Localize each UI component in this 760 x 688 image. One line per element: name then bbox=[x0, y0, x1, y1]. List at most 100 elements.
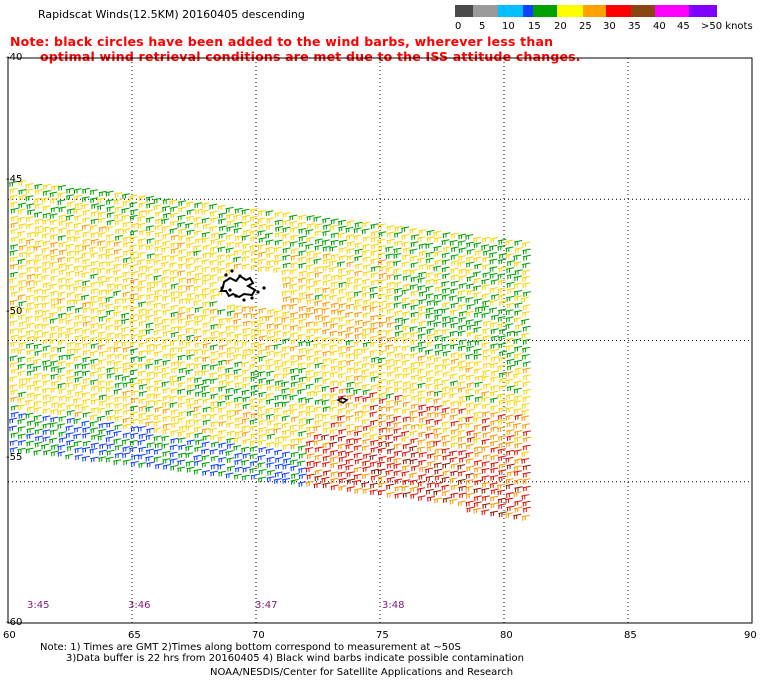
wind-barb bbox=[362, 355, 371, 362]
wind-barb bbox=[153, 204, 162, 211]
wind-barb bbox=[98, 428, 107, 435]
wind-barb bbox=[57, 361, 66, 367]
wind-barb bbox=[8, 425, 18, 432]
wind-barb bbox=[81, 285, 90, 292]
wind-barb bbox=[505, 378, 514, 385]
wind-barb bbox=[50, 297, 59, 304]
wind-barb bbox=[490, 385, 499, 391]
wind-barb bbox=[217, 373, 226, 380]
wind-barb bbox=[186, 201, 195, 208]
wind-barb bbox=[306, 473, 315, 480]
wind-barb bbox=[265, 315, 274, 322]
wind-barb bbox=[401, 345, 410, 352]
wind-barb bbox=[34, 183, 43, 190]
wind-barb bbox=[170, 296, 180, 303]
wind-barb bbox=[354, 319, 364, 326]
wind-barb bbox=[114, 192, 123, 198]
wind-barb bbox=[250, 376, 259, 382]
wind-barb bbox=[346, 381, 355, 388]
wind-barb bbox=[249, 363, 258, 369]
wind-barb bbox=[265, 379, 275, 385]
wind-barb bbox=[26, 273, 35, 280]
wind-barb bbox=[362, 243, 371, 250]
wind-barb bbox=[90, 393, 99, 399]
wind-barb bbox=[66, 348, 75, 355]
wind-barb bbox=[489, 440, 498, 447]
wind-barb bbox=[330, 477, 339, 484]
wind-barb bbox=[505, 246, 514, 253]
wind-barb bbox=[241, 389, 250, 396]
wind-barb bbox=[330, 471, 339, 477]
wind-barb bbox=[185, 341, 194, 347]
wind-barb bbox=[98, 289, 107, 295]
wind-barb bbox=[377, 363, 387, 370]
wind-barb bbox=[154, 245, 163, 252]
wind-barb bbox=[338, 485, 347, 491]
wind-barb bbox=[426, 236, 435, 243]
wind-barb bbox=[34, 435, 43, 442]
wind-barb bbox=[178, 200, 187, 207]
wind-barb bbox=[218, 429, 227, 436]
wind-barb bbox=[393, 387, 402, 393]
wind-barb bbox=[49, 409, 59, 415]
wind-barb bbox=[241, 208, 250, 215]
wind-barb bbox=[322, 230, 331, 237]
wind-barb bbox=[273, 330, 282, 337]
wind-barb bbox=[337, 407, 346, 414]
wind-barb bbox=[353, 361, 362, 367]
wind-barb bbox=[313, 425, 322, 432]
wind-barb bbox=[273, 246, 282, 253]
wind-barb bbox=[345, 291, 354, 297]
wind-barb bbox=[66, 389, 76, 396]
wind-barb bbox=[393, 247, 402, 254]
wind-barb bbox=[433, 293, 442, 300]
wind-barb bbox=[113, 459, 122, 466]
wind-barb bbox=[161, 218, 170, 225]
wind-barb bbox=[345, 451, 354, 457]
wind-barb bbox=[17, 258, 26, 265]
wind-barb bbox=[513, 359, 523, 366]
wind-barb bbox=[313, 433, 322, 440]
wind-barb bbox=[202, 398, 211, 405]
wind-barb bbox=[369, 286, 378, 293]
wind-barb bbox=[145, 448, 154, 455]
wind-barb bbox=[73, 418, 82, 425]
wind-barb bbox=[385, 469, 394, 476]
wind-barb bbox=[354, 416, 363, 423]
wind-barb bbox=[210, 455, 219, 462]
wind-barb bbox=[314, 266, 323, 273]
wind-barb bbox=[25, 412, 34, 419]
wind-barb bbox=[322, 448, 331, 454]
scale-label-25: 25 bbox=[579, 21, 592, 32]
wind-barb bbox=[321, 399, 330, 406]
wind-barb bbox=[202, 419, 211, 426]
wind-barb bbox=[129, 363, 138, 369]
wind-barb bbox=[402, 401, 411, 408]
wind-barb bbox=[514, 414, 523, 420]
wind-barb bbox=[42, 184, 51, 190]
wind-barb bbox=[498, 266, 507, 273]
wind-barb bbox=[113, 248, 122, 255]
wind-barb bbox=[473, 348, 482, 355]
wind-barb bbox=[162, 423, 171, 429]
wind-barb bbox=[313, 482, 322, 489]
wind-barb bbox=[425, 432, 434, 439]
wind-barb bbox=[441, 259, 450, 265]
wind-barb bbox=[242, 320, 251, 327]
wind-barb bbox=[473, 361, 482, 367]
wind-barb bbox=[514, 324, 524, 330]
wind-barb bbox=[465, 492, 474, 499]
wind-barb bbox=[449, 392, 458, 399]
wind-barb bbox=[74, 411, 83, 418]
wind-barb bbox=[466, 275, 475, 282]
wind-barb bbox=[154, 322, 163, 329]
wind-barb bbox=[282, 212, 291, 218]
wind-barb bbox=[257, 322, 266, 328]
wind-barb bbox=[34, 329, 43, 336]
wind-barb bbox=[465, 367, 474, 373]
wind-barb bbox=[313, 390, 322, 397]
wind-barb bbox=[401, 234, 410, 240]
wind-barb bbox=[250, 236, 259, 242]
wind-barb bbox=[298, 256, 307, 263]
wind-barb bbox=[426, 300, 435, 306]
